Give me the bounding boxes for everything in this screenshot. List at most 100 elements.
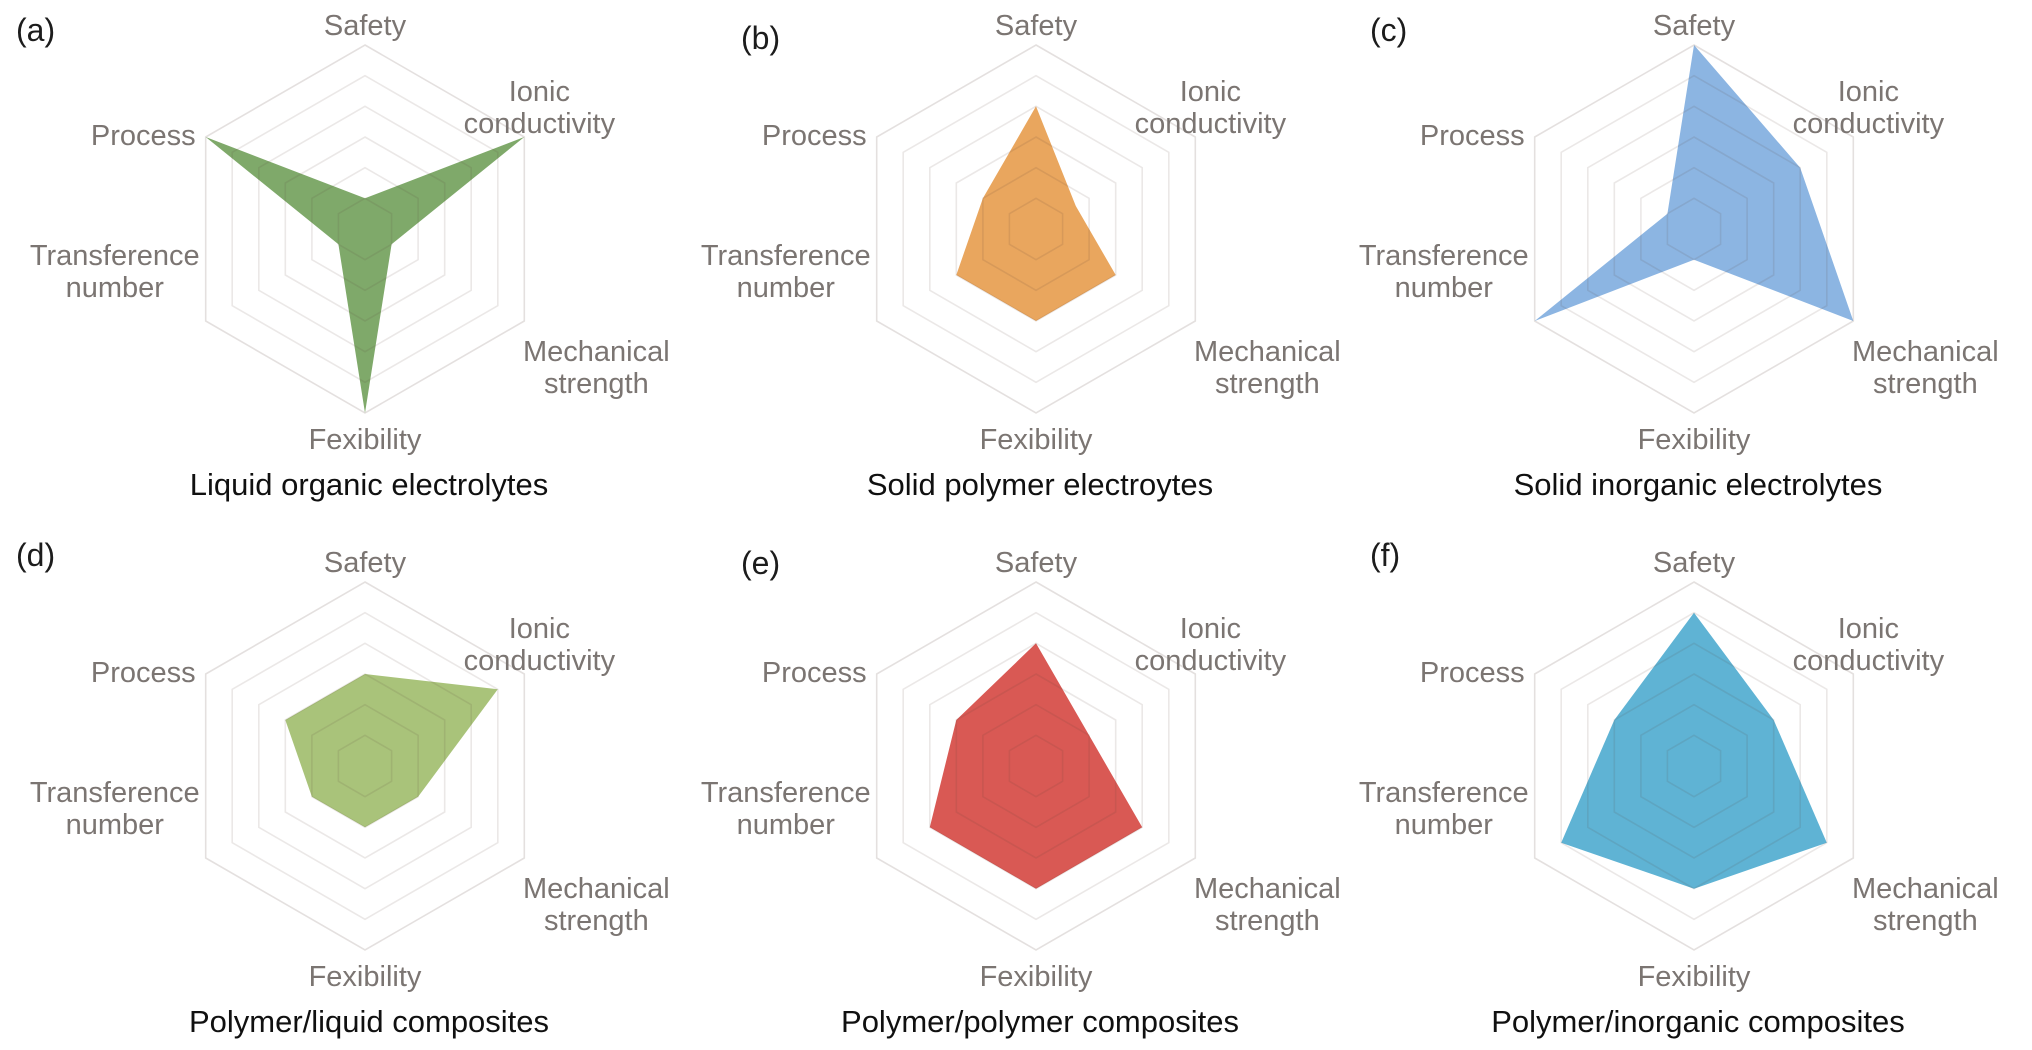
axis-label-ionic-conductivity: Ionic conductivity (1134, 76, 1287, 141)
radar-panel-b: (b) Solid polymer electroytes Safety Ioni… (677, 0, 1354, 525)
radar-panel-e: (e) Polymer/polymer composites Safety Ion… (677, 525, 1354, 1050)
axis-label-transference-number: Transference number (29, 777, 200, 842)
grid-ring (955, 136, 1117, 322)
axis-label-transference-number: Transference number (700, 240, 871, 305)
grid-ring (311, 703, 419, 829)
axis-label-line: Transference (700, 777, 871, 809)
radar-series-polygon (929, 643, 1143, 889)
axis-label-ionic-conductivity: Ionic conductivity (1793, 613, 1945, 678)
radar-chart (204, 581, 526, 951)
axis-label-line: Transference (29, 777, 200, 809)
axis-label-line: Safety (1652, 10, 1736, 42)
axis-label-fexibility: Fexibility (979, 961, 1093, 994)
grid-ring (902, 74, 1170, 384)
axis-label-line: Safety (323, 10, 407, 42)
axis-label-line: Transference (1358, 240, 1529, 272)
panel-letter: (a) (16, 12, 56, 48)
axis-label-mechanical-strength: Mechanical strength (1194, 336, 1341, 401)
grid-ring (1533, 581, 1855, 951)
axis-label-line: number (65, 808, 164, 841)
axis-label-fexibility: Fexibility (1638, 424, 1751, 457)
axis-label-line: Mechanical (1852, 336, 1999, 368)
axis-label-line: conductivity (1134, 107, 1287, 140)
axis-label-line: number (1394, 271, 1493, 304)
axis-label-line: Ionic (1837, 76, 1899, 108)
axis-label-line: Transference (700, 240, 871, 272)
axis-label-ionic-conductivity: Ionic conductivity (463, 613, 616, 678)
grid-ring (1666, 197, 1722, 261)
chart-title: Solid inorganic electrolytes (1513, 467, 1883, 502)
axis-label-ionic-conductivity: Ionic conductivity (464, 76, 616, 141)
axis-label-line: number (1394, 808, 1493, 841)
axis-label-line: Safety (323, 547, 407, 579)
grid-ring (1560, 611, 1828, 921)
axis-label-fexibility: Fexibility (308, 424, 422, 457)
axis-label-line: Safety (994, 10, 1078, 42)
axis-label-line: Safety (1652, 547, 1736, 579)
radar-series-polygon (1561, 612, 1827, 889)
axis-label-mechanical-strength: Mechanical strength (523, 336, 670, 401)
grid-ring (231, 74, 499, 384)
axis-label-process: Process (91, 657, 196, 690)
axis-label-line: Ionic (508, 613, 570, 645)
axis-label-line: Mechanical (523, 336, 670, 368)
axis-label-safety: Safety (323, 547, 407, 580)
panel-letter: (d) (16, 537, 56, 573)
radar-chart (204, 44, 526, 414)
axis-label-transference-number: Transference number (700, 777, 871, 842)
axis-label-mechanical-strength: Mechanical strength (523, 873, 670, 938)
chart-title: Polymer/liquid composites (188, 1004, 550, 1039)
axis-label-line: Transference (1358, 777, 1529, 809)
radar-chart (1533, 581, 1855, 951)
axis-label-line: Transference (29, 240, 200, 272)
grid-ring (204, 44, 526, 414)
axis-label-line: strength (1872, 904, 1978, 937)
axis-label-safety: Safety (323, 10, 407, 43)
axis-label-line: strength (1214, 367, 1320, 400)
axis-label-line: conductivity (1792, 107, 1945, 140)
axis-label-line: Fexibility (979, 961, 1093, 993)
grid-ring (1613, 136, 1775, 322)
grid-ring (337, 197, 393, 261)
axis-label-line: Safety (994, 547, 1078, 579)
radar-panel-c: (c) Solid inorganic electrolytes Safety I… (1354, 0, 2031, 525)
axis-label-line: Mechanical (1194, 873, 1341, 905)
axis-label-safety: Safety (994, 10, 1078, 43)
axis-label-transference-number: Transference number (1358, 777, 1529, 842)
axis-label-ionic-conductivity: Ionic conductivity (1792, 76, 1945, 141)
axis-label-line: Process (761, 120, 867, 152)
grid-ring (311, 166, 419, 292)
grid-ring (1560, 74, 1828, 384)
grid-ring (955, 673, 1117, 859)
radar-chart (875, 44, 1197, 414)
axis-label-line: Ionic (508, 76, 570, 108)
axis-label-process: Process (1420, 657, 1525, 690)
axis-label-line: Process (1419, 120, 1525, 152)
axis-label-line: Process (90, 120, 196, 152)
axis-label-line: Fexibility (979, 424, 1093, 456)
grid-ring (1613, 673, 1775, 859)
axis-label-process: Process (1419, 120, 1525, 153)
axis-label-line: Fexibility (308, 424, 422, 456)
axis-label-line: conductivity (463, 644, 616, 677)
grid-ring (982, 703, 1090, 829)
axis-label-line: Ionic (1837, 613, 1899, 645)
axis-label-line: strength (1214, 904, 1320, 937)
grid-ring (337, 734, 393, 798)
panel-letter: (e) (741, 545, 781, 581)
panel-letter: (f) (1370, 537, 1401, 573)
axis-label-line: strength (1872, 367, 1978, 400)
radar-series-polygon (1534, 45, 1854, 321)
axis-label-line: Ionic (1179, 76, 1241, 108)
chart-title: Polymer/polymer composites (841, 1004, 1239, 1039)
grid-ring (257, 642, 473, 890)
grid-ring (1640, 166, 1748, 292)
axis-label-process: Process (90, 120, 196, 153)
chart-title: Liquid organic electrolytes (189, 467, 549, 502)
grid-ring (1666, 734, 1722, 798)
axis-label-mechanical-strength: Mechanical strength (1194, 873, 1341, 938)
radar-series-polygon (956, 106, 1116, 321)
axis-label-line: Mechanical (1194, 336, 1341, 368)
grid-ring (982, 166, 1090, 292)
